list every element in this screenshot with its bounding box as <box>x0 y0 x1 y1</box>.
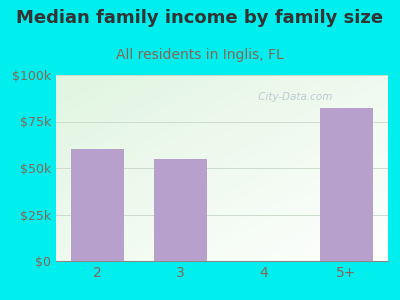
Text: City-Data.com: City-Data.com <box>255 92 332 102</box>
Text: Median family income by family size: Median family income by family size <box>16 9 384 27</box>
Bar <box>154 159 208 261</box>
Bar <box>70 149 124 261</box>
Bar <box>320 109 374 261</box>
Text: All residents in Inglis, FL: All residents in Inglis, FL <box>116 48 284 62</box>
